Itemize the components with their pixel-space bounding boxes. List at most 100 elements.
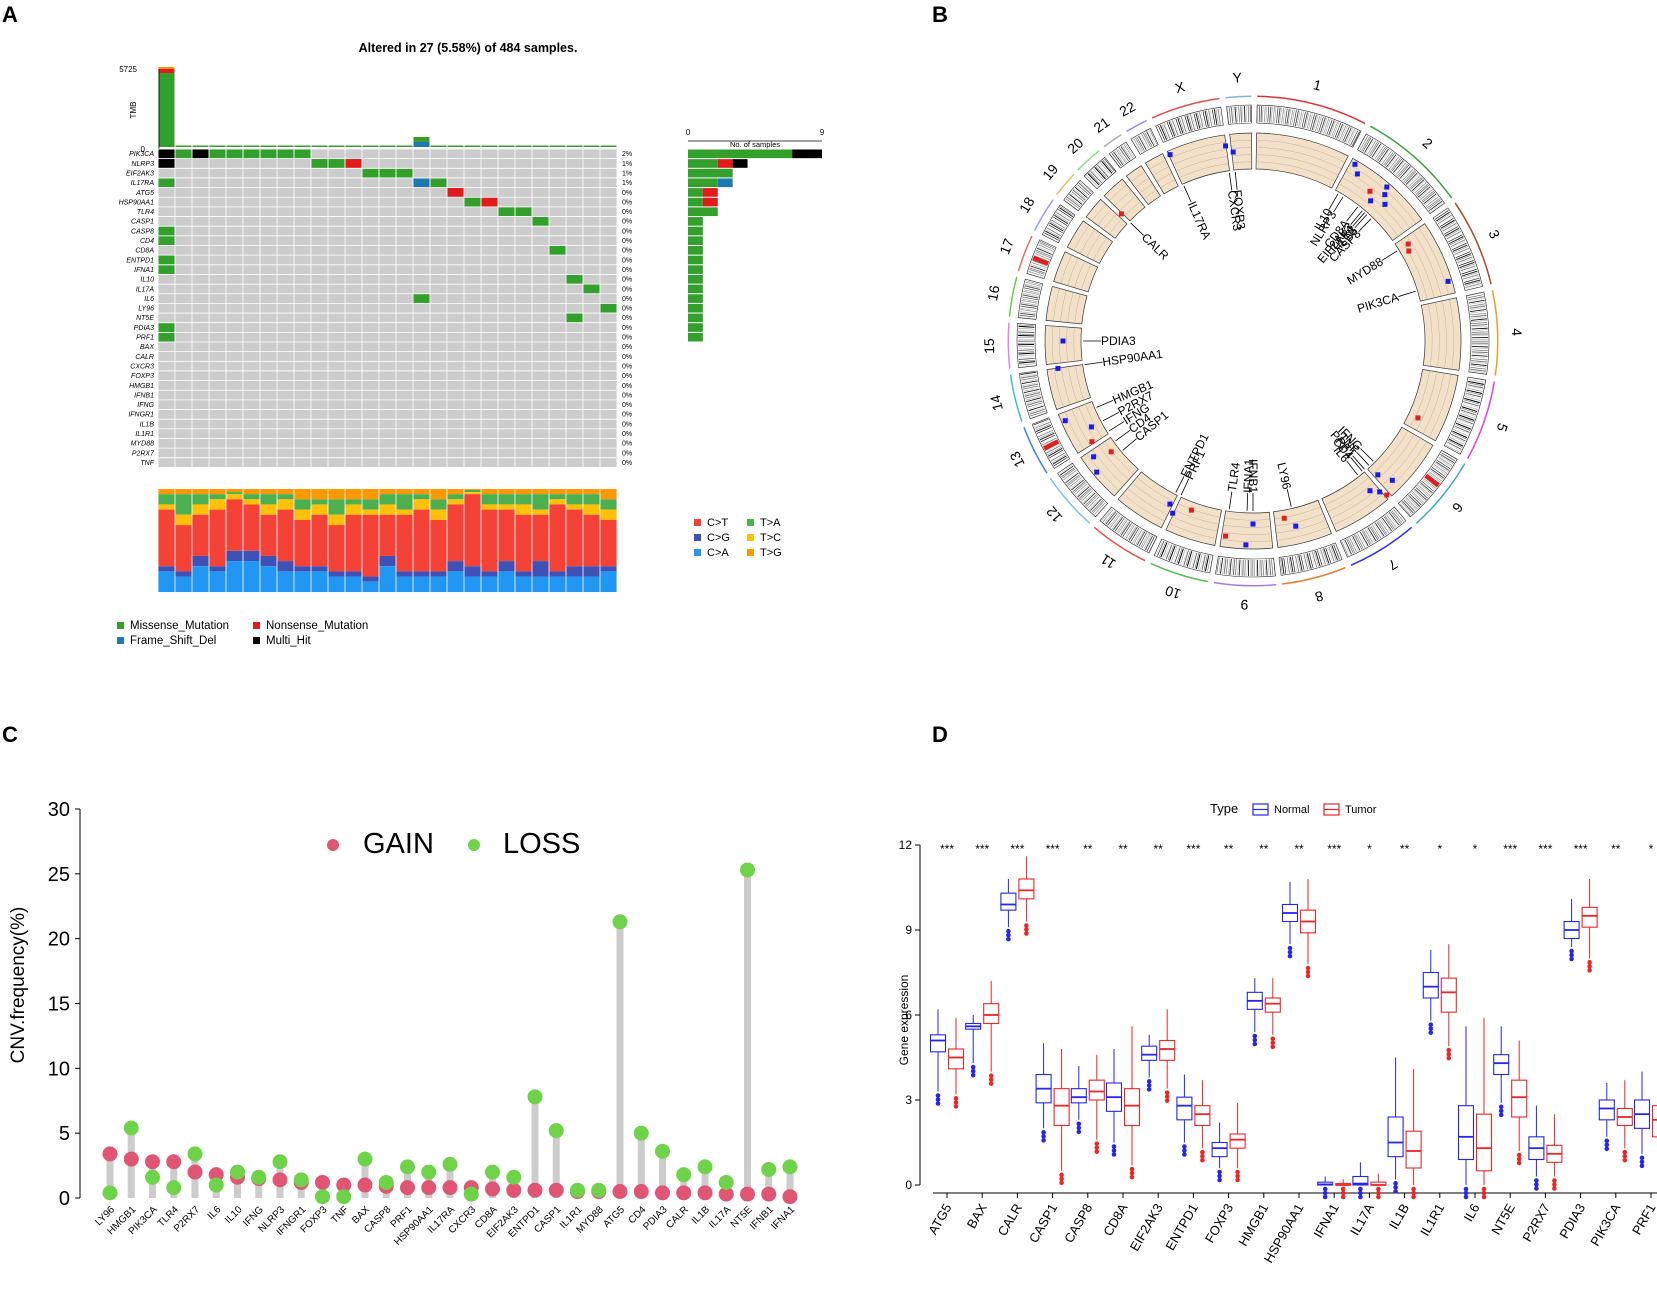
chromosome-band xyxy=(1308,113,1313,130)
chromosome-band xyxy=(1471,344,1488,346)
titv-segment xyxy=(532,489,549,495)
chromosome-band xyxy=(1157,540,1165,556)
chromosome-band xyxy=(1040,434,1056,443)
chromosome-band xyxy=(1092,501,1105,514)
gene-point xyxy=(1368,198,1374,204)
variant-legend-label: Nonsense_Mutation xyxy=(266,620,368,632)
track-gridline xyxy=(1092,237,1107,261)
chromosome-band xyxy=(1024,287,1040,292)
track-gridline xyxy=(1143,189,1157,200)
chromosome-band xyxy=(1029,267,1045,274)
titv-segment xyxy=(294,566,311,572)
chromosome-band xyxy=(1030,412,1047,419)
track-gridline xyxy=(1442,300,1447,369)
chromosome-band xyxy=(1471,333,1488,335)
titv-segment xyxy=(498,489,515,495)
normal-outlier xyxy=(1498,1104,1504,1110)
track-gridline xyxy=(1176,156,1228,172)
normal-outlier xyxy=(1498,1112,1504,1118)
oncoplot-cell xyxy=(481,197,498,207)
tumor-outlier xyxy=(1164,1098,1170,1103)
chromosome-band xyxy=(1193,113,1199,130)
chromosome-band xyxy=(1036,249,1052,257)
chromosome-band xyxy=(1054,458,1069,468)
chromosome-band xyxy=(1458,416,1474,423)
chromosome-band xyxy=(1238,559,1241,576)
chromosome-band xyxy=(1422,479,1436,490)
chromosome-band xyxy=(1471,346,1488,348)
tumor-outlier xyxy=(988,1081,994,1086)
gain-point xyxy=(357,1177,373,1193)
chromosome-band xyxy=(1201,554,1206,571)
chromosome-band xyxy=(1461,270,1478,277)
gene-point xyxy=(1167,501,1173,507)
chromosome-band xyxy=(1036,247,1052,255)
titv-segment xyxy=(260,514,277,556)
normal-outlier xyxy=(1463,1186,1469,1192)
chromosome-band xyxy=(1462,404,1478,410)
chromosome-band xyxy=(1466,391,1482,396)
tumor-outlier xyxy=(953,1100,959,1105)
oncoplot-cell xyxy=(158,265,175,275)
chromosome-band xyxy=(1341,541,1349,556)
chromosome-band xyxy=(1262,559,1264,576)
chromosome-band xyxy=(1322,548,1328,564)
tumor-outlier xyxy=(1129,1170,1135,1176)
chromosome-band xyxy=(1429,469,1444,480)
gene-label: PDIA3 xyxy=(1101,334,1136,348)
gene-label: TNF xyxy=(140,460,154,467)
chromosome-band xyxy=(1195,112,1201,129)
chromosome-band xyxy=(1313,115,1319,131)
chromosome-band xyxy=(1018,360,1035,362)
titv-segment xyxy=(549,504,566,572)
chromosome-band xyxy=(1120,146,1131,161)
gene-count-bar xyxy=(702,188,718,197)
y-tick-label: 12 xyxy=(899,838,913,852)
chromosome-band xyxy=(1257,106,1258,123)
oncoplot-cell xyxy=(158,255,175,265)
chromosome-band xyxy=(1383,152,1394,166)
chromosome-band xyxy=(1071,479,1084,491)
chromosome-ideogram xyxy=(1357,133,1445,215)
normal-outlier xyxy=(1146,1087,1152,1092)
titv-segment xyxy=(175,525,192,572)
chromosome-band xyxy=(1450,433,1466,442)
y-tick-label: 0 xyxy=(905,1178,912,1192)
chromosome-band xyxy=(1059,207,1073,218)
x-tick-label: IL17A xyxy=(707,1204,733,1230)
chromosome-band xyxy=(1113,151,1124,166)
gene-point xyxy=(1094,469,1100,475)
chromosome-band xyxy=(1428,471,1442,482)
chromosome-band xyxy=(1289,556,1294,573)
cnv-y-axis-label: CNV.frequency(%) xyxy=(8,907,29,1064)
chromosome-band xyxy=(1471,349,1488,351)
chromosome-band xyxy=(1087,496,1100,509)
chromosome-band xyxy=(1361,530,1371,545)
chromosome-band xyxy=(1463,277,1480,283)
chromosome-band xyxy=(1461,407,1477,414)
chromosome-band xyxy=(1021,298,1038,302)
tumor-outlier xyxy=(1587,968,1592,973)
titv-segment xyxy=(396,514,413,572)
titv-segment xyxy=(277,509,294,562)
percent-label: 0% xyxy=(622,363,632,370)
chromosome-band xyxy=(1047,447,1062,456)
tmb-bar xyxy=(413,137,430,142)
chromosome-label: 15 xyxy=(981,338,997,354)
gene-label: FOXP3 xyxy=(131,373,154,380)
chromosome-band xyxy=(1286,108,1290,125)
titv-segment xyxy=(566,509,583,567)
loss-point xyxy=(378,1174,394,1190)
chromosome-band xyxy=(1315,115,1321,132)
chromosome-band xyxy=(1424,473,1440,488)
chromosome-band xyxy=(1120,521,1131,536)
titv-segment xyxy=(328,514,345,526)
titv-segment xyxy=(345,504,362,515)
titv-segment xyxy=(549,576,566,592)
chromosome-color-arc xyxy=(1093,526,1146,562)
chromosome-band xyxy=(1350,130,1359,146)
chromosome-band xyxy=(1371,143,1382,158)
gene-leader-line xyxy=(1180,478,1190,496)
chromosome-band xyxy=(1087,173,1100,186)
chromosome-band xyxy=(1458,414,1475,421)
